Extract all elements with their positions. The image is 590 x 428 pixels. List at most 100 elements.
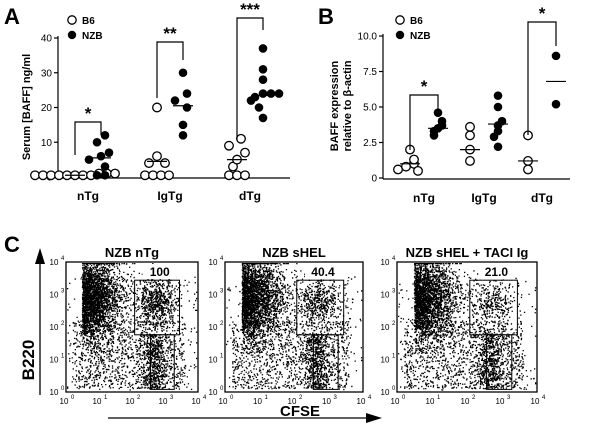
flow-gate-lower bbox=[312, 334, 339, 390]
a-point-b6 bbox=[110, 168, 120, 179]
a-point-nzb bbox=[178, 120, 188, 130]
flow-y-tick-base: 10 bbox=[50, 291, 59, 300]
flow-x-tick-exp: 0 bbox=[402, 395, 406, 401]
b-point-b6 bbox=[465, 130, 475, 141]
a-point-b6 bbox=[236, 133, 246, 144]
b-category-label: dTg bbox=[531, 191, 553, 205]
flow-y-tick-exp: 4 bbox=[61, 256, 65, 262]
flow-y-tick-exp: 0 bbox=[220, 386, 224, 392]
flow-x-tick-base: 10 bbox=[426, 397, 435, 406]
a-point-nzb bbox=[182, 103, 192, 112]
a-sig-bracket bbox=[74, 121, 102, 155]
legend-b-nzb-label: NZB bbox=[410, 31, 431, 42]
flow-y-tick-exp: 0 bbox=[61, 386, 65, 392]
a-sig-bracket bbox=[156, 41, 184, 98]
b-category-label: nTg bbox=[413, 191, 435, 205]
a-category-label: IgTg bbox=[157, 189, 182, 203]
a-point-b6 bbox=[30, 170, 40, 181]
flow-x-tick-base: 10 bbox=[60, 397, 69, 406]
flow-x-tick-exp: 1 bbox=[104, 395, 108, 401]
b-sig-stars: * bbox=[539, 4, 546, 23]
legend-b6-label: B6 bbox=[82, 16, 95, 27]
a-point-b6 bbox=[224, 170, 234, 181]
b-point-b6 bbox=[465, 156, 475, 166]
cfse-arrow-icon bbox=[366, 413, 382, 423]
panel-letter-c: C bbox=[4, 232, 20, 257]
a-category-label: nTg bbox=[77, 189, 99, 203]
a-point-nzb bbox=[258, 113, 268, 123]
flow-y-tick-exp: 2 bbox=[61, 321, 65, 327]
flow-y-tick-exp: 1 bbox=[220, 354, 224, 360]
panel-letter-a: A bbox=[4, 4, 20, 29]
flow-y-tick-base: 10 bbox=[381, 258, 390, 267]
flow-x-tick-base: 10 bbox=[322, 397, 331, 406]
flow-gate-value: 21.0 bbox=[485, 265, 509, 279]
flow-gate-value: 100 bbox=[150, 265, 170, 279]
panel-b-y-label-line2: relative to β-actin bbox=[342, 60, 354, 151]
a-point-b6 bbox=[156, 170, 166, 181]
flow-y-tick-base: 10 bbox=[209, 388, 218, 397]
flow-x-tick-base: 10 bbox=[288, 397, 297, 406]
flow-x-tick-exp: 3 bbox=[507, 395, 511, 401]
flow-gate-label-bg bbox=[305, 264, 341, 279]
flow-y-tick-base: 10 bbox=[209, 356, 218, 365]
flow-events bbox=[398, 263, 537, 391]
a-point-b6 bbox=[160, 158, 170, 169]
a-sig-stars: * bbox=[85, 104, 92, 123]
a-point-nzb bbox=[100, 131, 110, 140]
flow-y-tick-base: 10 bbox=[50, 356, 59, 365]
a-point-nzb bbox=[258, 64, 268, 74]
flow-y-tick-base: 10 bbox=[50, 323, 59, 332]
a-point-nzb bbox=[178, 68, 188, 78]
flow-x-tick-base: 10 bbox=[126, 397, 135, 406]
a-point-nzb bbox=[274, 89, 284, 98]
a-y-tick-label: 20 bbox=[41, 103, 53, 114]
flow-y-tick-exp: 4 bbox=[220, 256, 224, 262]
a-point-nzb bbox=[182, 89, 192, 98]
flow-x-tick-base: 10 bbox=[219, 397, 228, 406]
flow-y-tick-base: 10 bbox=[381, 388, 390, 397]
flow-y-tick-exp: 1 bbox=[61, 354, 65, 360]
a-point-b6 bbox=[152, 151, 162, 162]
flow-y-tick-exp: 2 bbox=[392, 321, 396, 327]
a-y-tick-label: 10 bbox=[41, 138, 53, 149]
b-point-b6 bbox=[393, 164, 403, 175]
a-point-nzb bbox=[92, 137, 102, 147]
b-point-b6 bbox=[523, 164, 533, 175]
a-point-b6 bbox=[164, 170, 174, 181]
b-sig-stars: * bbox=[421, 77, 428, 96]
a-point-nzb bbox=[258, 44, 268, 53]
flow-x-tick-base: 10 bbox=[391, 397, 400, 406]
flow-plot-title: NZB sHEL + TACI Ig bbox=[406, 245, 529, 260]
flow-x-tick-exp: 4 bbox=[542, 395, 546, 401]
flow-x-tick-exp: 1 bbox=[437, 395, 441, 401]
b220-arrow-icon bbox=[35, 248, 45, 264]
legend-b-nzb-marker bbox=[395, 30, 405, 40]
panel-b-chart: BAFF expression relative to β-actin 0 2.5… bbox=[329, 4, 570, 205]
cfse-label: CFSE bbox=[280, 403, 320, 420]
a-point-b6 bbox=[38, 170, 48, 181]
flow-y-tick-base: 10 bbox=[209, 258, 218, 267]
flow-gate-lower bbox=[149, 334, 175, 390]
flow-y-tick-exp: 1 bbox=[392, 354, 396, 360]
flow-y-tick-base: 10 bbox=[381, 291, 390, 300]
flow-y-tick-base: 10 bbox=[381, 356, 390, 365]
a-point-nzb bbox=[92, 170, 102, 180]
flow-plot-title: NZB sHEL bbox=[262, 245, 326, 260]
b-y-tick-label: 7.5 bbox=[363, 67, 377, 78]
b-point-b6 bbox=[413, 165, 423, 176]
b-point-b6 bbox=[409, 154, 419, 165]
flow-x-tick-base: 10 bbox=[192, 397, 201, 406]
a-point-nzb bbox=[250, 92, 260, 102]
flow-x-tick-exp: 3 bbox=[334, 395, 338, 401]
b-point-nzb bbox=[551, 51, 561, 61]
a-point-nzb bbox=[258, 75, 268, 84]
a-point-b6 bbox=[148, 170, 158, 181]
flow-x-tick-exp: 3 bbox=[170, 395, 174, 401]
a-point-nzb bbox=[170, 96, 180, 105]
b-y-tick-label: 5.0 bbox=[363, 103, 377, 114]
legend-b6-marker bbox=[67, 15, 77, 25]
